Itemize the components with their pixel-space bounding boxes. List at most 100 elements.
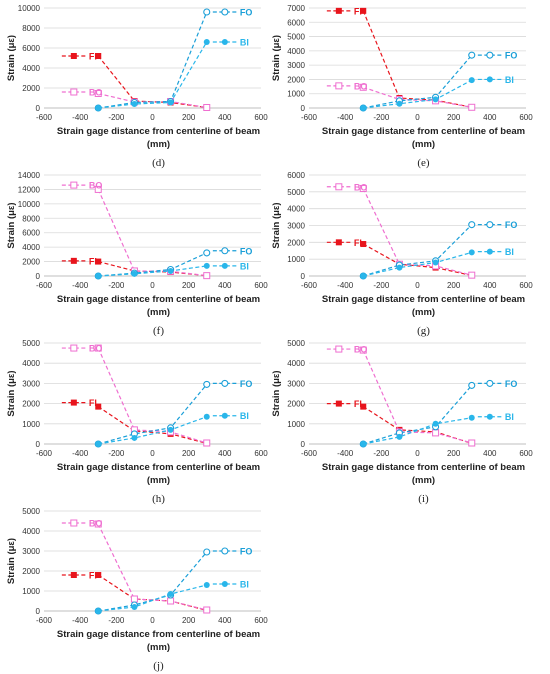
data-point [203,262,210,269]
x-tick-label: 400 [483,113,497,122]
legend-label: FI [89,398,97,408]
y-tick-label: 4000 [22,527,40,536]
series-line [97,347,207,444]
data-point [95,441,102,447]
data-point [167,591,174,597]
data-point [468,249,475,256]
x-tick-label: -200 [108,281,125,290]
legend-marker [221,247,229,255]
data-point [203,104,211,111]
x-axis-title: Strain gage distance from centerline of … [57,294,260,305]
x-axis-unit: (mm) [412,307,435,318]
data-point [360,241,367,248]
series-line [97,55,207,109]
legend-marker [486,76,493,83]
data-point [468,221,476,229]
legend-marker [221,547,229,555]
series-line [363,79,473,109]
x-tick-label: 0 [150,281,155,290]
legend-marker [70,181,78,189]
x-tick-label: -400 [72,449,89,458]
legend-marker [335,82,343,90]
panel-caption: (d) [152,157,165,169]
y-tick-label: 2000 [22,400,40,409]
data-point [359,346,367,354]
x-tick-label: 200 [182,281,196,290]
y-tick-label: 0 [36,104,41,113]
y-tick-label: 1000 [22,420,40,429]
y-tick-label: 5000 [287,188,305,197]
data-point [203,582,210,588]
legend-label: FO [505,220,518,230]
data-point [131,604,138,610]
y-tick-label: 6000 [287,18,305,27]
data-point [203,548,211,556]
series-BO: BO [61,181,211,280]
series-FO: FO [94,379,252,448]
y-tick-label: 3000 [287,222,305,231]
series-line [363,86,472,108]
series-line [98,551,208,612]
y-tick-label: 5000 [22,507,40,516]
data-point [360,403,367,410]
legend-marker [70,344,78,352]
y-tick-label: 5000 [287,339,305,348]
series-BI: BI [95,38,249,111]
legend-marker [221,379,229,387]
legend-label: BI [505,412,514,422]
series-line [98,252,208,277]
legend-label: FI [89,571,97,581]
data-point [203,39,210,45]
legend-label: BO [89,88,103,98]
series-line [362,10,472,108]
x-axis-title: Strain gage distance from centerline of … [322,294,525,305]
x-axis-title: Strain gage distance from centerline of … [322,126,525,137]
x-axis-title: Strain gage distance from centerline of … [57,126,260,137]
x-tick-label: -200 [373,113,390,122]
y-tick-label: 6000 [22,44,40,53]
data-point [468,271,476,279]
data-point [203,8,211,16]
x-tick-label: 0 [150,449,155,458]
panel-caption: (e) [417,157,430,169]
legend-label: FO [505,51,518,61]
data-point [468,414,475,421]
x-tick-label: 400 [218,113,232,122]
legend-marker [335,239,342,246]
series-line [363,251,472,277]
y-tick-label: 3000 [287,61,305,70]
x-tick-label: 200 [182,449,196,458]
y-tick-label: 4000 [287,205,305,214]
y-axis-title: Strain (με) [6,370,17,416]
x-tick-label: 400 [483,281,497,290]
data-point [131,101,138,107]
y-tick-label: 7000 [287,4,305,13]
legend-marker [221,39,228,45]
y-tick-label: 5000 [287,33,305,42]
series-BI: BI [95,261,249,279]
series-line [97,523,207,611]
data-point [432,96,439,103]
data-point [94,344,102,352]
series-line [363,54,473,109]
panel-caption: (i) [418,493,429,505]
legend-marker [221,412,228,419]
y-tick-label: 4000 [287,47,305,56]
data-point [203,380,211,388]
series-line [362,188,472,276]
data-point [167,597,175,605]
x-tick-label: 400 [218,281,232,290]
data-point [359,83,367,91]
legend-label: BO [89,344,103,354]
x-tick-label: 600 [519,113,533,122]
y-tick-label: 1000 [287,90,305,99]
legend-label: BO [354,81,368,91]
data-point [95,258,102,265]
data-point [95,53,102,59]
series-BO: BO [61,344,211,447]
x-tick-label: -200 [108,616,125,625]
series-line [98,584,207,612]
x-tick-label: 0 [415,281,420,290]
y-axis-title: Strain (με) [6,202,17,248]
x-tick-label: 400 [483,449,497,458]
